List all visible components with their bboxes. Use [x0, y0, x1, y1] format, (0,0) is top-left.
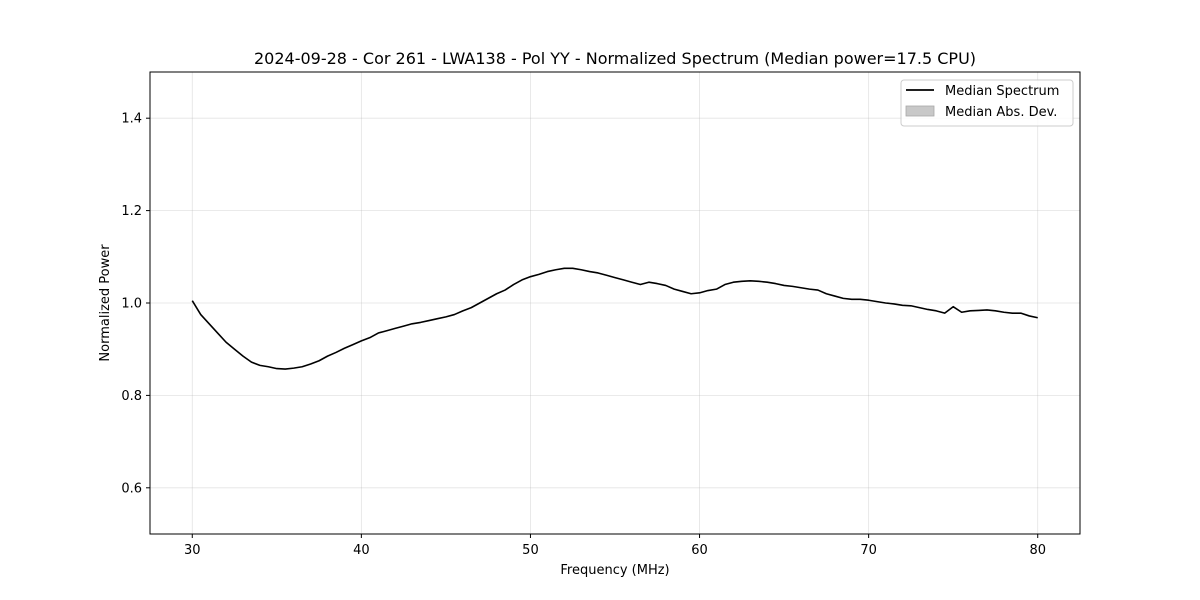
legend-label-median-abs-dev: Median Abs. Dev.: [945, 105, 1057, 120]
legend-box: [900, 79, 1074, 127]
legend-label-median-spectrum: Median Spectrum: [945, 84, 1059, 99]
x-axis-ticks: 30 40 50 60 70 80: [184, 534, 1046, 558]
legend: Median Spectrum Median Abs. Dev.: [900, 79, 1074, 127]
x-tick-label: 70: [860, 543, 877, 558]
y-axis-title: Normalized Power: [98, 244, 113, 362]
y-tick-label: 0.6: [121, 481, 142, 496]
y-tick-label: 1.2: [121, 204, 142, 219]
x-tick-label: 60: [691, 543, 708, 558]
x-tick-label: 80: [1029, 543, 1046, 558]
x-tick-label: 30: [184, 543, 201, 558]
y-tick-label: 0.8: [121, 389, 142, 404]
y-tick-label: 1.0: [121, 297, 142, 312]
y-axis-ticks: 0.6 0.8 1.0 1.2 1.4: [121, 112, 150, 496]
x-tick-label: 50: [522, 543, 539, 558]
median-spectrum-line: [191, 267, 1038, 370]
y-tick-label: 1.4: [121, 112, 142, 127]
x-tick-label: 40: [353, 543, 370, 558]
legend-swatch-median-abs-dev: [905, 105, 935, 117]
x-axis-title: Frequency (MHz): [560, 563, 669, 578]
chart-title: 2024-09-28 - Cor 261 - LWA138 - Pol YY -…: [254, 49, 976, 68]
series-layer: [191, 267, 1038, 370]
